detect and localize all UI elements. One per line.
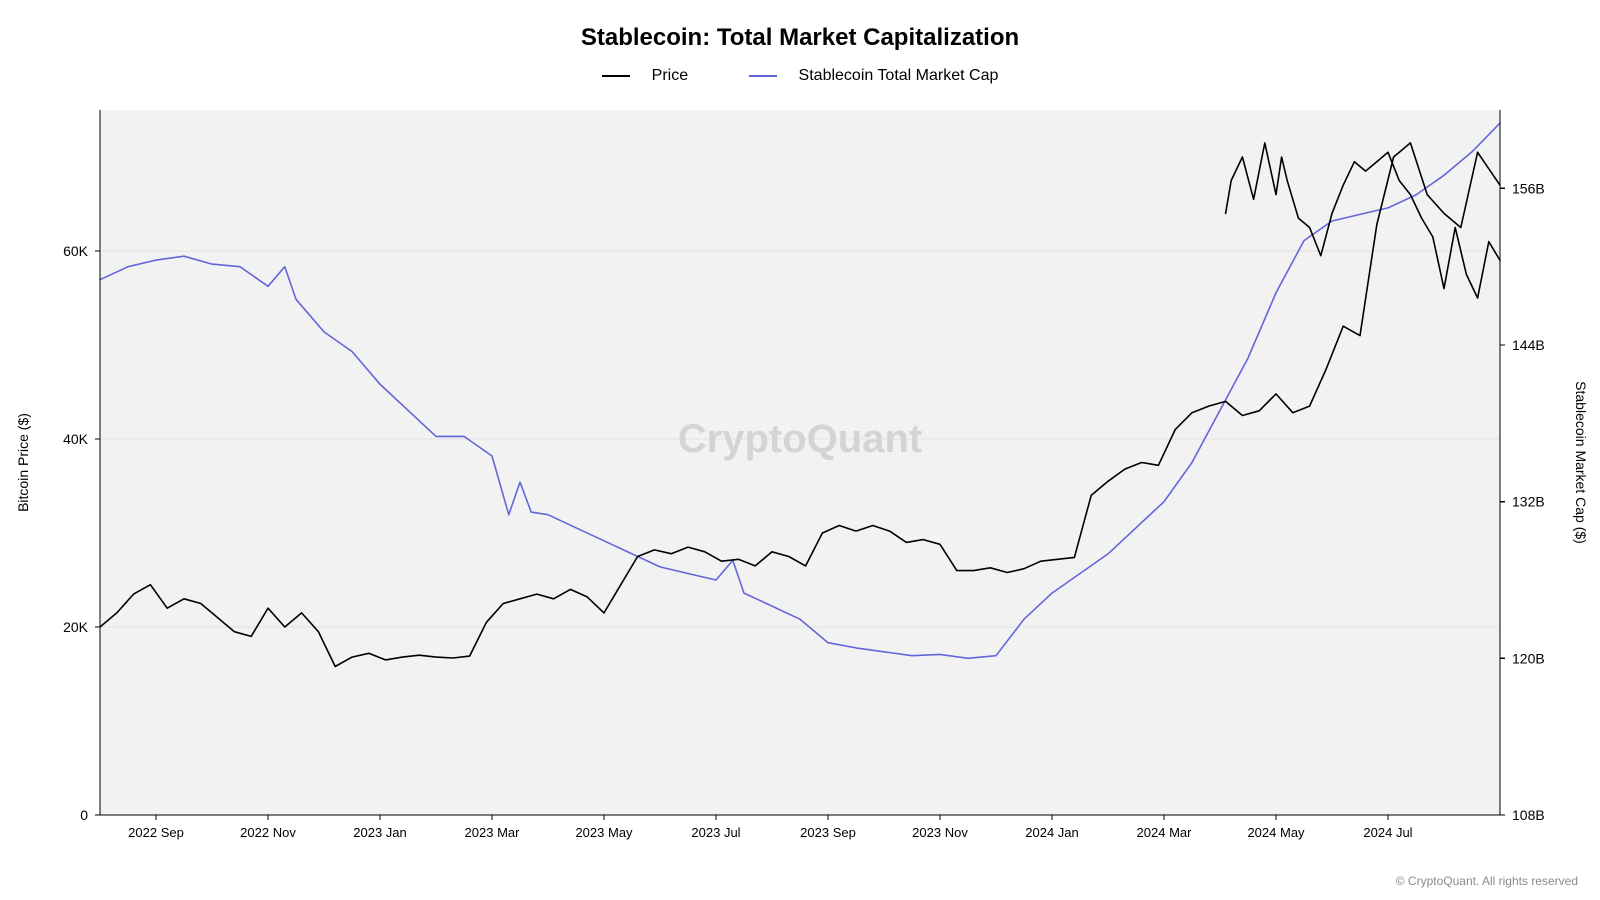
- svg-text:2023 Nov: 2023 Nov: [912, 825, 968, 840]
- svg-text:2022 Sep: 2022 Sep: [128, 825, 184, 840]
- svg-text:120B: 120B: [1512, 650, 1545, 666]
- legend-swatch-price: [602, 75, 630, 77]
- svg-text:0: 0: [80, 807, 88, 823]
- svg-text:CryptoQuant: CryptoQuant: [678, 417, 922, 461]
- svg-text:2022 Nov: 2022 Nov: [240, 825, 296, 840]
- svg-text:2024 Jan: 2024 Jan: [1025, 825, 1079, 840]
- svg-text:2023 May: 2023 May: [575, 825, 633, 840]
- chart-area: CryptoQuant 0 20K 40K 60K 108B 120B 132B 144B 156…: [0, 105, 1600, 860]
- svg-text:20K: 20K: [63, 619, 89, 635]
- svg-text:2023 Mar: 2023 Mar: [465, 825, 521, 840]
- svg-text:2024 May: 2024 May: [1247, 825, 1305, 840]
- chart-svg: CryptoQuant 0 20K 40K 60K 108B 120B 132B 144B 156…: [0, 105, 1600, 860]
- chart-title: Stablecoin: Total Market Capitalization: [0, 0, 1600, 52]
- svg-text:132B: 132B: [1512, 494, 1545, 510]
- svg-text:156B: 156B: [1512, 180, 1545, 196]
- svg-text:40K: 40K: [63, 431, 89, 447]
- svg-text:2023 Jan: 2023 Jan: [353, 825, 407, 840]
- legend-item-price: Price: [588, 67, 702, 85]
- svg-text:Stablecoin Market Cap ($): Stablecoin Market Cap ($): [1573, 381, 1589, 544]
- copyright-text: © CryptoQuant. All rights reserved: [1396, 874, 1578, 888]
- svg-text:2023 Jul: 2023 Jul: [691, 825, 740, 840]
- svg-text:2024 Jul: 2024 Jul: [1363, 825, 1412, 840]
- svg-text:2023 Sep: 2023 Sep: [800, 825, 856, 840]
- svg-text:144B: 144B: [1512, 337, 1545, 353]
- legend-label-mcap: Stablecoin Total Market Cap: [799, 67, 999, 85]
- chart-legend: Price Stablecoin Total Market Cap: [0, 64, 1600, 85]
- chart-container: Stablecoin: Total Market Capitalization …: [0, 0, 1600, 900]
- legend-label-price: Price: [652, 67, 688, 85]
- svg-text:108B: 108B: [1512, 807, 1545, 823]
- svg-text:2024 Mar: 2024 Mar: [1137, 825, 1193, 840]
- svg-text:Bitcoin Price ($): Bitcoin Price ($): [15, 413, 31, 512]
- legend-item-mcap: Stablecoin Total Market Cap: [735, 67, 1013, 85]
- svg-text:60K: 60K: [63, 243, 89, 259]
- legend-swatch-mcap: [749, 75, 777, 77]
